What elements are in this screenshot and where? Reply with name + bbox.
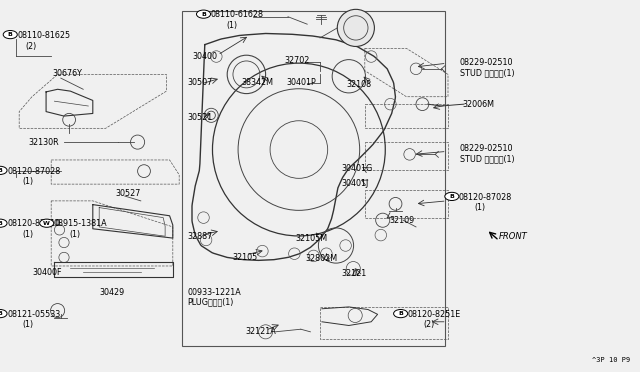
Text: 00933-1221A: 00933-1221A	[188, 288, 241, 296]
Text: (1): (1)	[69, 230, 80, 239]
Text: 32105M: 32105M	[296, 234, 328, 243]
Text: 32887: 32887	[188, 232, 212, 241]
Text: 08121-05533: 08121-05533	[7, 310, 60, 319]
Text: 08120-8251E: 08120-8251E	[408, 310, 461, 319]
Text: 08120-87028: 08120-87028	[7, 167, 60, 176]
Text: STUD スタッド(1): STUD スタッド(1)	[460, 68, 514, 77]
Text: STUD スタッド(1): STUD スタッド(1)	[460, 154, 514, 163]
Circle shape	[0, 219, 7, 227]
Text: W: W	[44, 221, 50, 226]
Text: (2): (2)	[26, 42, 37, 51]
Text: 30400F: 30400F	[32, 268, 61, 277]
Text: ^3P 10 P9: ^3P 10 P9	[592, 357, 630, 363]
Text: B: B	[0, 221, 3, 226]
Text: 08120-87510: 08120-87510	[7, 219, 60, 228]
Text: B: B	[8, 32, 13, 37]
Text: 30521: 30521	[188, 113, 212, 122]
Text: 32108: 32108	[347, 80, 372, 89]
Text: 30401G: 30401G	[341, 164, 372, 173]
Text: 08110-81625: 08110-81625	[17, 31, 70, 40]
Text: 32802M: 32802M	[306, 254, 338, 263]
Circle shape	[3, 31, 17, 39]
Text: 08229-02510: 08229-02510	[460, 144, 513, 153]
Text: 38342M: 38342M	[241, 78, 273, 87]
Text: (1): (1)	[226, 21, 237, 30]
Text: 30400: 30400	[192, 52, 217, 61]
Text: 32130R: 32130R	[29, 138, 60, 147]
Text: 08110-61628: 08110-61628	[211, 10, 264, 19]
Text: 32109: 32109	[389, 216, 414, 225]
Text: 30429: 30429	[99, 288, 124, 297]
Text: B: B	[0, 168, 3, 173]
Text: PLUGプラグ(1): PLUGプラグ(1)	[188, 298, 234, 307]
Text: B: B	[0, 311, 3, 316]
Text: B: B	[201, 12, 206, 17]
Text: 30507: 30507	[188, 78, 212, 87]
Text: 08120-87028: 08120-87028	[459, 193, 512, 202]
Text: (1): (1)	[22, 177, 33, 186]
Bar	[182, 11, 445, 346]
Text: (2): (2)	[423, 320, 435, 329]
Text: 30401J: 30401J	[341, 179, 369, 187]
Text: (1): (1)	[22, 230, 33, 239]
Text: (1): (1)	[22, 320, 33, 329]
Circle shape	[196, 10, 211, 18]
Text: B: B	[398, 311, 403, 316]
Ellipse shape	[337, 9, 374, 46]
Text: 32121: 32121	[341, 269, 366, 278]
Text: 08915-1381A: 08915-1381A	[54, 219, 108, 228]
Text: 32121A: 32121A	[245, 327, 276, 336]
Circle shape	[445, 192, 459, 201]
Text: 08229-02510: 08229-02510	[460, 58, 513, 67]
Circle shape	[40, 219, 54, 227]
Text: B: B	[449, 194, 454, 199]
Circle shape	[0, 310, 7, 318]
Text: 30676Y: 30676Y	[52, 69, 83, 78]
Text: 30527: 30527	[115, 189, 141, 198]
Text: 30401P: 30401P	[287, 78, 316, 87]
Circle shape	[0, 166, 7, 174]
Text: 32006M: 32006M	[462, 100, 494, 109]
Text: 32105: 32105	[232, 253, 257, 262]
Text: (1): (1)	[474, 203, 485, 212]
Text: 32702: 32702	[285, 56, 310, 65]
Circle shape	[394, 310, 408, 318]
Text: FRONT: FRONT	[499, 232, 528, 241]
